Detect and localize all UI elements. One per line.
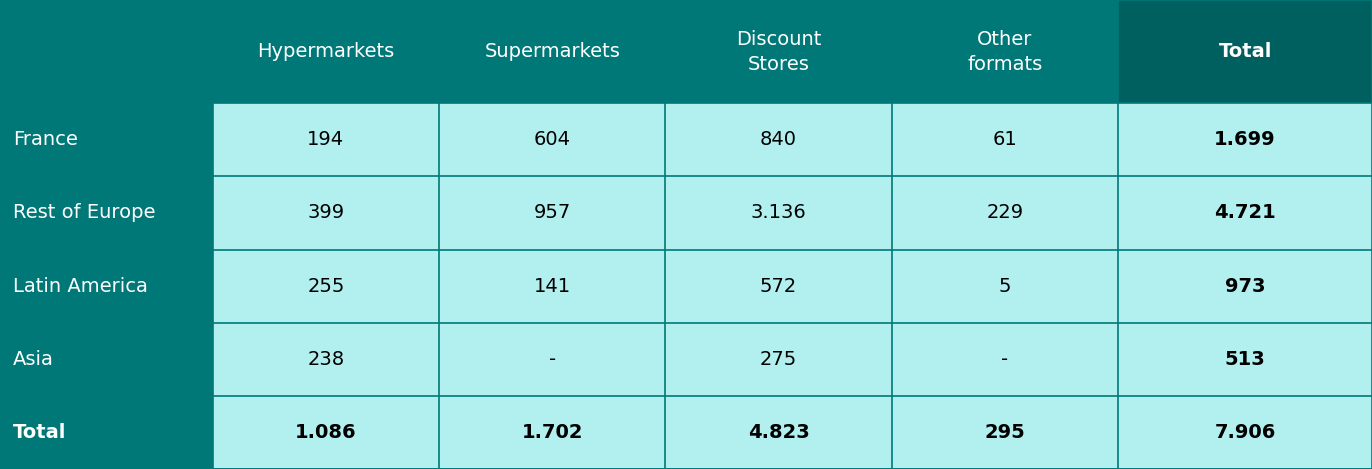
Text: 61: 61 (992, 130, 1018, 149)
Bar (1118, 176, 1372, 250)
Text: Total: Total (1218, 42, 1272, 61)
Bar (213, 250, 439, 323)
Bar (439, 396, 665, 469)
Bar (1118, 323, 1372, 396)
Text: France: France (12, 130, 78, 149)
Text: 4.823: 4.823 (748, 423, 809, 442)
Text: 1.702: 1.702 (521, 423, 583, 442)
Bar (213, 323, 439, 396)
Text: 957: 957 (534, 204, 571, 222)
Bar (213, 0, 439, 103)
Text: Latin America: Latin America (12, 277, 148, 295)
Bar (213, 396, 439, 469)
Bar (439, 250, 665, 323)
Text: Total: Total (12, 423, 66, 442)
Bar (0, 323, 213, 396)
Text: 229: 229 (986, 204, 1024, 222)
Text: Rest of Europe: Rest of Europe (12, 204, 155, 222)
Text: 604: 604 (534, 130, 571, 149)
Bar (665, 176, 892, 250)
Bar (892, 250, 1118, 323)
Text: -: - (1002, 350, 1008, 369)
Bar (892, 323, 1118, 396)
Text: 4.721: 4.721 (1214, 204, 1276, 222)
Text: 3.136: 3.136 (750, 204, 807, 222)
Text: 194: 194 (307, 130, 344, 149)
Bar (439, 323, 665, 396)
Text: 973: 973 (1225, 277, 1265, 295)
Text: 238: 238 (307, 350, 344, 369)
Text: -: - (549, 350, 556, 369)
Bar (0, 396, 213, 469)
Text: Other
formats: Other formats (967, 30, 1043, 74)
Bar (0, 176, 213, 250)
Text: 572: 572 (760, 277, 797, 295)
Text: 840: 840 (760, 130, 797, 149)
Text: Asia: Asia (12, 350, 54, 369)
Bar (1118, 103, 1372, 176)
Bar (665, 250, 892, 323)
Bar (213, 176, 439, 250)
Bar (665, 323, 892, 396)
Bar (1118, 396, 1372, 469)
Text: 141: 141 (534, 277, 571, 295)
Text: 7.906: 7.906 (1214, 423, 1276, 442)
Text: Supermarkets: Supermarkets (484, 42, 620, 61)
Bar (892, 103, 1118, 176)
Bar (213, 103, 439, 176)
Bar (1118, 250, 1372, 323)
Bar (439, 0, 665, 103)
Text: 1.086: 1.086 (295, 423, 357, 442)
Bar (892, 0, 1118, 103)
Bar (892, 176, 1118, 250)
Text: 295: 295 (985, 423, 1025, 442)
Text: 5: 5 (999, 277, 1011, 295)
Text: Discount
Stores: Discount Stores (735, 30, 822, 74)
Bar (439, 103, 665, 176)
Text: 399: 399 (307, 204, 344, 222)
Bar (0, 250, 213, 323)
Text: Hypermarkets: Hypermarkets (257, 42, 395, 61)
Bar (439, 176, 665, 250)
Text: 1.699: 1.699 (1214, 130, 1276, 149)
Bar (1118, 0, 1372, 103)
Bar (0, 103, 213, 176)
Bar (892, 396, 1118, 469)
Text: 255: 255 (307, 277, 344, 295)
Bar (665, 396, 892, 469)
Text: 513: 513 (1225, 350, 1265, 369)
Bar (665, 0, 892, 103)
Text: 275: 275 (760, 350, 797, 369)
Bar (0, 0, 213, 103)
Bar (665, 103, 892, 176)
